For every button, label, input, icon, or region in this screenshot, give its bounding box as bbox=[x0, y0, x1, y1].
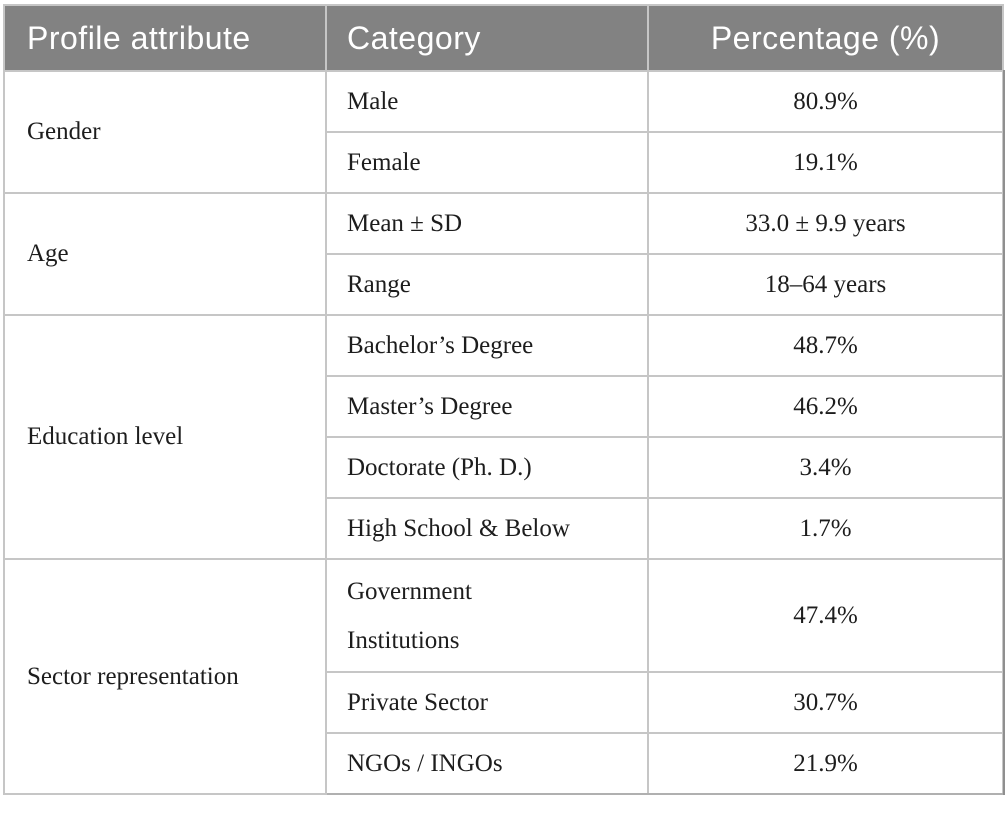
percentage-cell: 18–64 years bbox=[647, 253, 1004, 316]
column-header-profile-attribute: Profile attribute bbox=[3, 4, 327, 72]
category-cell: Doctorate (Ph. D.) bbox=[325, 436, 649, 499]
category-cell: Mean ± SD bbox=[325, 192, 649, 255]
percentage-cell: 21.9% bbox=[647, 732, 1004, 795]
table-row: NGOs / INGOs 21.9% bbox=[4, 732, 1004, 795]
column-header-category: Category bbox=[325, 4, 649, 72]
category-cell: High School & Below bbox=[325, 497, 649, 560]
category-cell: Range bbox=[325, 253, 649, 316]
table-row: Sector representation Government Institut… bbox=[3, 558, 1004, 795]
column-header-percentage: Percentage (%) bbox=[647, 4, 1004, 72]
percentage-cell: 47.4% bbox=[647, 558, 1004, 673]
percentage-cell: 46.2% bbox=[647, 375, 1004, 438]
percentage-cell: 30.7% bbox=[647, 671, 1004, 734]
profile-attribute-cell: Gender bbox=[3, 70, 327, 194]
category-cell: Government Institutions bbox=[325, 558, 649, 673]
table-row: Range 18–64 years bbox=[4, 253, 1004, 316]
profile-attribute-cell: Sector representation bbox=[3, 558, 327, 795]
profile-attribute-cell: Education level bbox=[3, 314, 327, 560]
header-row: Profile attribute Category Percentage (%… bbox=[3, 4, 1004, 72]
table-row: Gender Male 80.9% bbox=[3, 70, 1004, 194]
percentage-cell: 33.0 ± 9.9 years bbox=[647, 192, 1004, 255]
category-cell: Male bbox=[325, 70, 649, 133]
table-row: Age Mean ± SD 33.0 ± 9.9 years bbox=[3, 192, 1004, 316]
percentage-cell: 80.9% bbox=[647, 70, 1004, 133]
category-cell: Private Sector bbox=[325, 671, 649, 734]
category-cell: Female bbox=[325, 131, 649, 194]
category-cell: NGOs / INGOs bbox=[325, 732, 649, 795]
percentage-cell: 48.7% bbox=[647, 314, 1004, 377]
table-row: Private Sector 30.7% bbox=[4, 671, 1004, 734]
participant-profile-table: Profile attribute Category Percentage (%… bbox=[3, 4, 1005, 795]
profile-attribute-cell: Age bbox=[3, 192, 327, 316]
table-row: High School & Below 1.7% bbox=[4, 497, 1004, 560]
table-row: Female 19.1% bbox=[4, 131, 1004, 194]
table-row: Master’s Degree 46.2% bbox=[4, 375, 1004, 438]
table-row: Doctorate (Ph. D.) 3.4% bbox=[4, 436, 1004, 499]
table-row: Education level Bachelor’s Degree 48.7% bbox=[3, 314, 1004, 560]
percentage-cell: 3.4% bbox=[647, 436, 1004, 499]
percentage-cell: 1.7% bbox=[647, 497, 1004, 560]
category-cell: Bachelor’s Degree bbox=[325, 314, 649, 377]
percentage-cell: 19.1% bbox=[647, 131, 1004, 194]
category-cell: Master’s Degree bbox=[325, 375, 649, 438]
demographics-table: Profile attribute Category Percentage (%… bbox=[3, 4, 1004, 795]
